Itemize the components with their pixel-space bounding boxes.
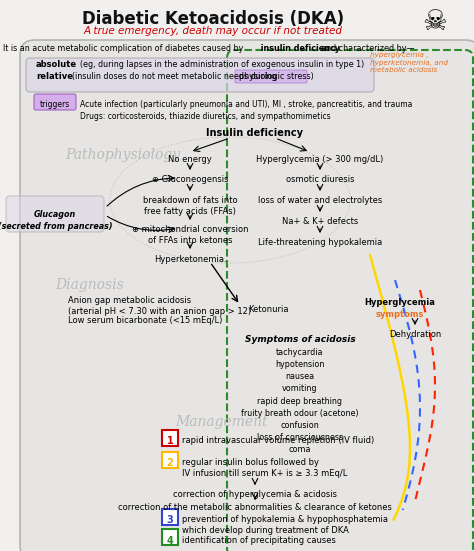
Text: identification of precipitating causes: identification of precipitating causes — [182, 536, 336, 545]
Text: osmotic diuresis: osmotic diuresis — [286, 175, 354, 184]
Text: Acute infection (particularly pneumonia and UTI), MI , stroke, pancreatitis, and: Acute infection (particularly pneumonia … — [80, 100, 412, 121]
Text: Insulin deficiency: Insulin deficiency — [207, 128, 303, 138]
FancyBboxPatch shape — [6, 196, 104, 232]
Text: correction of hyperglycemia & acidosis: correction of hyperglycemia & acidosis — [173, 490, 337, 499]
Text: (eg, during lapses in the administration of exogenous insulin in type 1): (eg, during lapses in the administration… — [80, 60, 364, 69]
FancyBboxPatch shape — [34, 94, 76, 110]
Text: rapid intravascular volume repletion (IV fluid): rapid intravascular volume repletion (IV… — [182, 436, 374, 445]
Text: A true emergency, death may occur if not treated: A true emergency, death may occur if not… — [84, 26, 343, 36]
FancyBboxPatch shape — [235, 70, 307, 83]
Text: No energy: No energy — [168, 155, 212, 164]
Text: ⊕ mitochondrial conversion
of FFAs into ketones: ⊕ mitochondrial conversion of FFAs into … — [132, 225, 248, 245]
Text: Diabetic Ketoacidosis (DKA): Diabetic Ketoacidosis (DKA) — [82, 10, 345, 28]
FancyBboxPatch shape — [26, 58, 374, 92]
Text: Ketonuria: Ketonuria — [248, 305, 289, 314]
Text: and characterized by—: and characterized by— — [316, 44, 414, 53]
Text: insulin deficiency: insulin deficiency — [258, 44, 340, 53]
Text: Life-threatening hypokalemia: Life-threatening hypokalemia — [258, 238, 382, 247]
Text: 1: 1 — [167, 436, 173, 446]
Text: (insulin doses do not meet metabolic needs during: (insulin doses do not meet metabolic nee… — [72, 72, 276, 81]
Text: triggers: triggers — [40, 100, 70, 109]
Text: 3: 3 — [167, 515, 173, 525]
Text: tachycardia
hypotension
nausea
vomiting
rapid deep breathing
fruity breath odour: tachycardia hypotension nausea vomiting … — [241, 348, 359, 454]
Text: correction of the metabolic abnormalities & clearance of ketones: correction of the metabolic abnormalitie… — [118, 503, 392, 512]
Text: ☠: ☠ — [422, 8, 447, 36]
Text: Pathophysiology: Pathophysiology — [65, 148, 180, 162]
Text: regular insulin bolus followed by
IV infusion till serum K+ is ≥ 3.3 mEq/L: regular insulin bolus followed by IV inf… — [182, 458, 347, 478]
FancyBboxPatch shape — [162, 430, 178, 446]
Text: ⊕ Gluconeogensis: ⊕ Gluconeogensis — [152, 175, 228, 184]
Text: breakdown of fats into
free fatty acids (FFAs): breakdown of fats into free fatty acids … — [143, 196, 237, 216]
Text: Hyperketonemia.: Hyperketonemia. — [154, 255, 226, 264]
FancyBboxPatch shape — [162, 452, 178, 468]
Text: Na+ & K+ defects: Na+ & K+ defects — [282, 217, 358, 226]
Text: 2: 2 — [167, 458, 173, 468]
FancyBboxPatch shape — [162, 509, 178, 525]
Text: Management: Management — [175, 415, 268, 429]
FancyBboxPatch shape — [162, 529, 178, 545]
FancyBboxPatch shape — [20, 40, 474, 551]
Text: Anion gap metabolic acidosis
(arterial pH < 7.30 with an anion gap > 12): Anion gap metabolic acidosis (arterial p… — [68, 296, 251, 316]
Text: relative: relative — [36, 72, 73, 81]
Text: Glucagon
(secreted from pancreas): Glucagon (secreted from pancreas) — [0, 210, 112, 231]
Text: 4: 4 — [167, 536, 173, 546]
Text: prevention of hypokalemia & hypophosphatemia
which develop during treatment of D: prevention of hypokalemia & hypophosphat… — [182, 515, 388, 535]
Text: physiologic stress): physiologic stress) — [239, 72, 314, 81]
Text: absolute: absolute — [36, 60, 77, 69]
Text: Symptoms of acidosis: Symptoms of acidosis — [245, 335, 356, 344]
Text: symptoms: symptoms — [376, 310, 424, 319]
Text: Hyperglycemia: Hyperglycemia — [365, 298, 436, 307]
Text: Low serum bicarbonate (<15 mEq/L): Low serum bicarbonate (<15 mEq/L) — [68, 316, 222, 325]
Text: It is an acute metabolic complication of diabetes caused by: It is an acute metabolic complication of… — [3, 44, 243, 53]
Text: Hyperglycemia (> 300 mg/dL): Hyperglycemia (> 300 mg/dL) — [256, 155, 383, 164]
Text: loss of water and electrolytes: loss of water and electrolytes — [258, 196, 382, 205]
Text: Diagnosis: Diagnosis — [55, 278, 124, 292]
Text: hyperglycemia ,
hyperketonemia, and
metabolic acidosis: hyperglycemia , hyperketonemia, and meta… — [370, 52, 448, 73]
Text: Dehydration: Dehydration — [389, 330, 441, 339]
